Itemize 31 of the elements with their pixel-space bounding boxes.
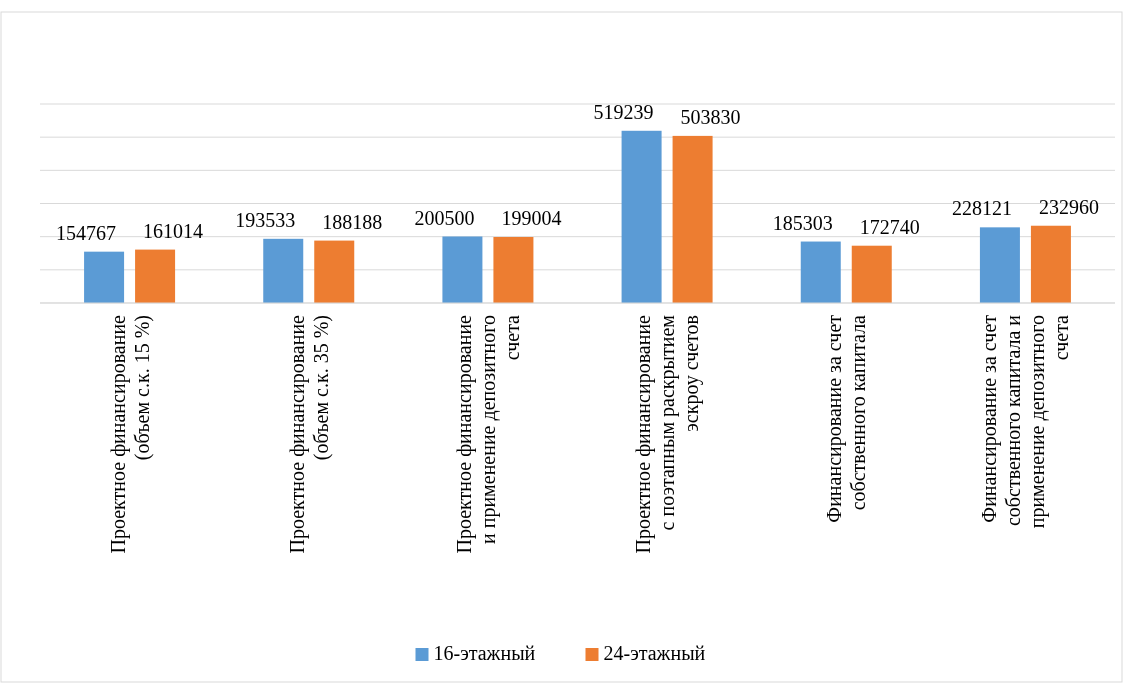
bar bbox=[1030, 225, 1071, 303]
data-label: 161014 bbox=[143, 219, 204, 242]
data-label: 228121 bbox=[951, 197, 1012, 220]
bar bbox=[263, 238, 304, 303]
data-label: 200500 bbox=[414, 206, 475, 229]
bar bbox=[800, 241, 841, 303]
bar bbox=[979, 227, 1020, 303]
legend-label: 24-этажный bbox=[603, 642, 706, 664]
legend-label: 16-этажный bbox=[433, 642, 536, 664]
data-label: 199004 bbox=[501, 207, 562, 229]
data-label: 232960 bbox=[1038, 195, 1099, 218]
bar bbox=[493, 237, 534, 303]
x-tick-label: Проектное финансирование с поэтапным раскрытием эскроу счетов bbox=[632, 314, 704, 554]
data-label: 188188 bbox=[322, 210, 383, 233]
x-tick-label: Проектное финансирование (объем с.к. 15 %) bbox=[106, 314, 154, 554]
data-label: 172740 bbox=[859, 215, 920, 238]
data-label: 154767 bbox=[56, 221, 117, 244]
bar bbox=[672, 135, 713, 303]
bar bbox=[314, 240, 355, 303]
x-tick-label: Финансирование за счет собственного капитала и применение депозитного счета bbox=[978, 314, 1073, 529]
bar bbox=[621, 130, 662, 303]
data-label: 519239 bbox=[593, 100, 654, 123]
data-label: 185303 bbox=[772, 211, 833, 234]
bar bbox=[442, 236, 483, 303]
x-tick-label: Проектное финансирование (объем с.к. 35 %) bbox=[285, 314, 333, 554]
bar bbox=[84, 251, 125, 303]
x-tick-label: Проектное финансирование и применение депозитного счета bbox=[452, 314, 523, 554]
data-label: 503830 bbox=[680, 105, 741, 128]
bar bbox=[135, 249, 176, 303]
bar bbox=[851, 245, 892, 303]
data-label: 193533 bbox=[235, 208, 296, 231]
